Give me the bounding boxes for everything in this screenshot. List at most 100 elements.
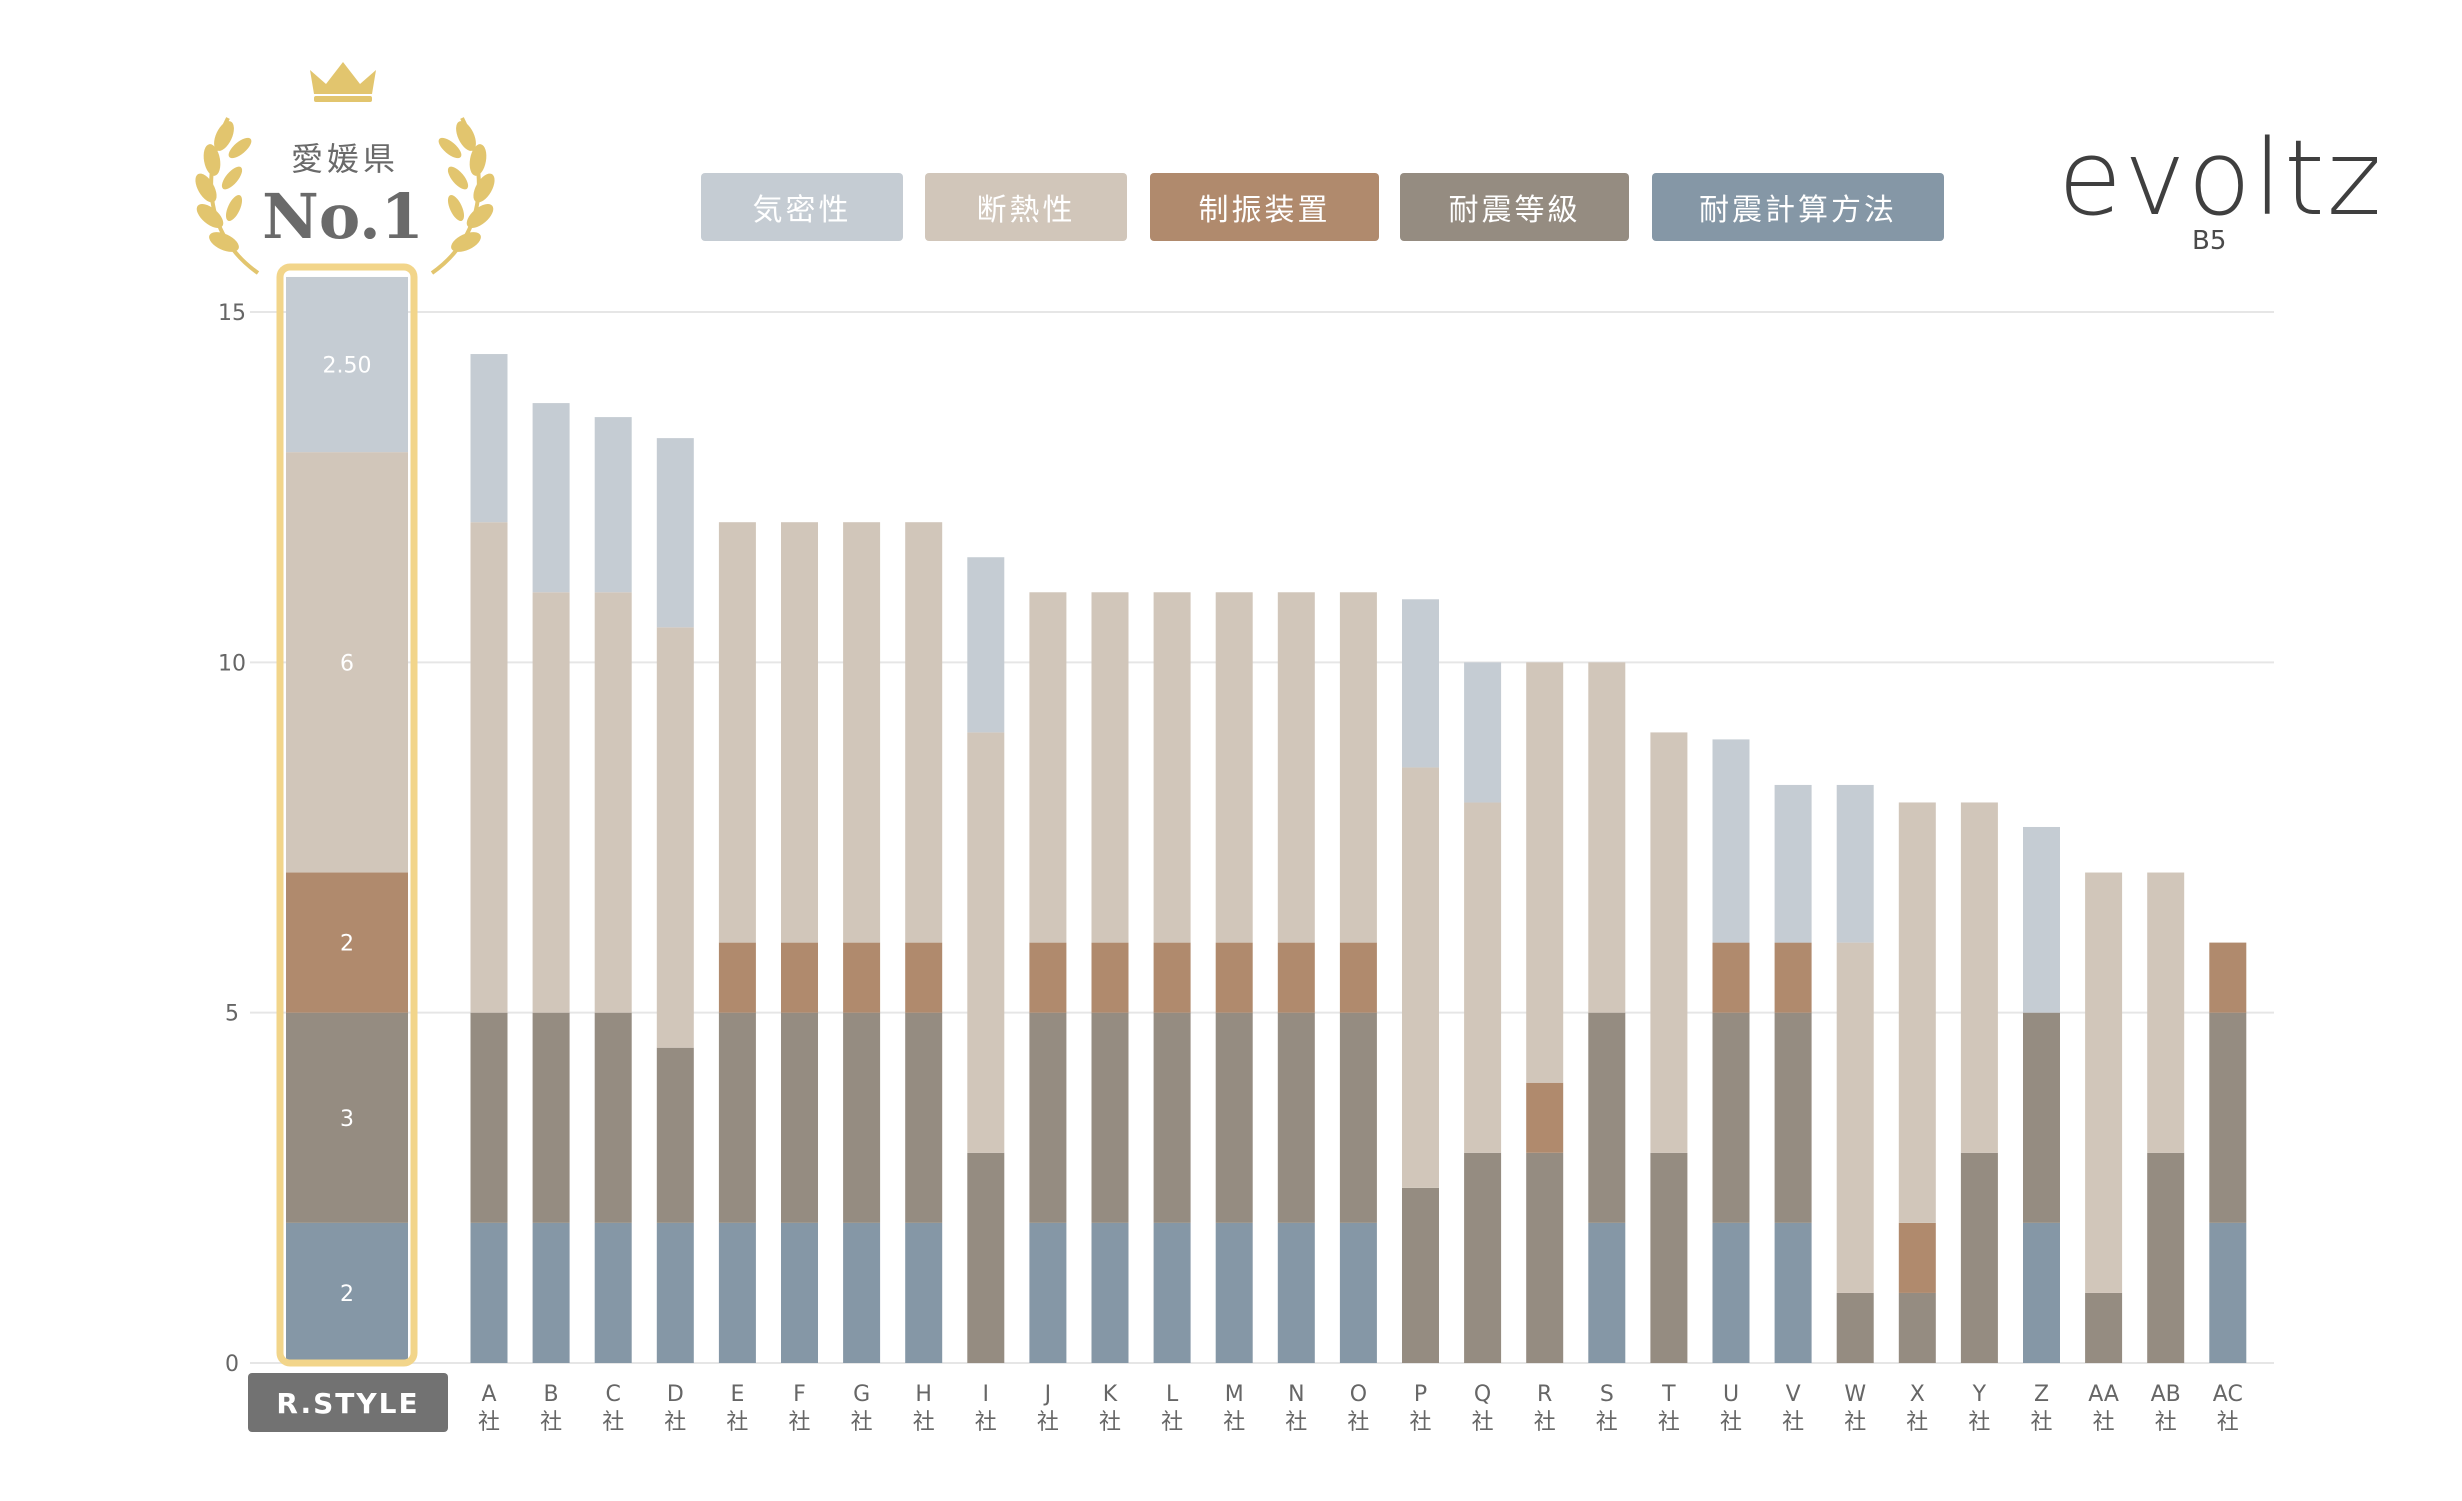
bar-e-s1 <box>718 1012 756 1223</box>
bar-ac-s2 <box>2209 942 2247 1013</box>
bar-q-s3 <box>1464 802 1502 1153</box>
bar-z-s4 <box>2023 826 2060 1013</box>
bar-a-s4 <box>470 354 508 523</box>
bar-aa-s1 <box>2085 1292 2123 1363</box>
bar-o-s0 <box>1339 1222 1377 1363</box>
bar-b-s0 <box>532 1222 570 1363</box>
bar-g-s0 <box>843 1222 881 1363</box>
bar-u-s4 <box>1712 739 1750 943</box>
bar-q-s4 <box>1464 662 1502 803</box>
bar-f-s2 <box>781 942 818 1013</box>
bar-o-s2 <box>1339 942 1377 1013</box>
bar-v-s4 <box>1774 784 1812 943</box>
bar-k-s3 <box>1091 592 1129 943</box>
bar-l-s3 <box>1153 592 1191 943</box>
bar-x-s2 <box>1898 1222 1936 1293</box>
crown-icon <box>310 62 376 102</box>
legend-seismic-grade: 耐震等級 <box>1400 173 1629 241</box>
bar-i-s3 <box>967 732 1005 1153</box>
bar-n-s0 <box>1277 1222 1315 1363</box>
data-label-rstyle-s1: 3 <box>340 1107 354 1132</box>
bar-h-s0 <box>905 1222 943 1363</box>
bar-i-s4 <box>967 557 1005 733</box>
bar-y-s3 <box>1960 802 1998 1153</box>
bar-k-s2 <box>1091 942 1129 1013</box>
bar-d-s0 <box>656 1222 694 1363</box>
bar-p-s4 <box>1402 599 1439 768</box>
bar-b-s3 <box>532 592 570 1013</box>
bar-rstyle-s1 <box>286 1012 408 1223</box>
bar-r-s2 <box>1526 1082 1564 1153</box>
brand-model: B5 <box>2192 226 2227 256</box>
x-label-ab: AB 社 <box>2151 1382 2181 1435</box>
bar-h-s3 <box>905 522 943 943</box>
data-label-rstyle-s4: 2.50 <box>323 354 372 379</box>
bar-g-s3 <box>843 522 881 943</box>
bar-d-s4 <box>656 438 694 628</box>
bar-s-s1 <box>1588 1012 1626 1223</box>
bar-n-s1 <box>1277 1012 1315 1223</box>
bar-b-s4 <box>532 403 570 593</box>
bar-r-s1 <box>1526 1152 1564 1363</box>
bar-x-s3 <box>1898 802 1936 1223</box>
data-label-rstyle-s3: 6 <box>340 651 354 676</box>
bar-s-s0 <box>1588 1222 1626 1363</box>
bar-v-s0 <box>1774 1222 1812 1363</box>
bar-l-s1 <box>1153 1012 1191 1223</box>
bar-ac-s0 <box>2209 1222 2247 1363</box>
bar-aa-s3 <box>2085 872 2123 1293</box>
bar-j-s0 <box>1029 1222 1067 1363</box>
y-tick-label-0: 0 <box>225 1352 239 1377</box>
bar-j-s2 <box>1029 942 1067 1013</box>
bar-v-s1 <box>1774 1012 1812 1223</box>
bar-h-s1 <box>905 1012 943 1223</box>
highlight-frame <box>276 263 418 1367</box>
bar-p-s3 <box>1402 767 1439 1188</box>
bar-a-s0 <box>470 1222 508 1363</box>
laurel-right-icon <box>430 117 495 275</box>
bar-o-s1 <box>1339 1012 1377 1223</box>
bar-ab-s1 <box>2147 1152 2185 1363</box>
x-label-rstyle: R.STYLE <box>276 1387 419 1420</box>
bar-u-s0 <box>1712 1222 1750 1363</box>
bar-m-s0 <box>1215 1222 1253 1363</box>
y-tick-label-15: 15 <box>218 301 246 326</box>
x-label-ac: AC 社 <box>2213 1382 2243 1435</box>
bar-e-s3 <box>718 522 756 943</box>
bar-m-s2 <box>1215 942 1253 1013</box>
legend-insulation: 断熱性 <box>925 173 1127 241</box>
badge-prefecture: 愛媛県 <box>290 140 399 178</box>
bar-a-s3 <box>470 522 508 1013</box>
bar-k-s0 <box>1091 1222 1129 1363</box>
brand-logo: evoltz <box>2058 117 2384 239</box>
legend-airtight: 気密性 <box>701 173 903 241</box>
bar-d-s1 <box>656 1047 694 1223</box>
bar-m-s1 <box>1215 1012 1253 1223</box>
bar-y-s1 <box>1960 1152 1998 1363</box>
bar-w-s3 <box>1836 942 1874 1293</box>
bar-t-s1 <box>1650 1152 1688 1363</box>
x-label-bg-rstyle <box>248 1373 448 1432</box>
bar-rstyle-s4 <box>286 276 408 453</box>
legend-damper: 制振装置 <box>1150 173 1379 241</box>
bar-n-s3 <box>1277 592 1315 943</box>
